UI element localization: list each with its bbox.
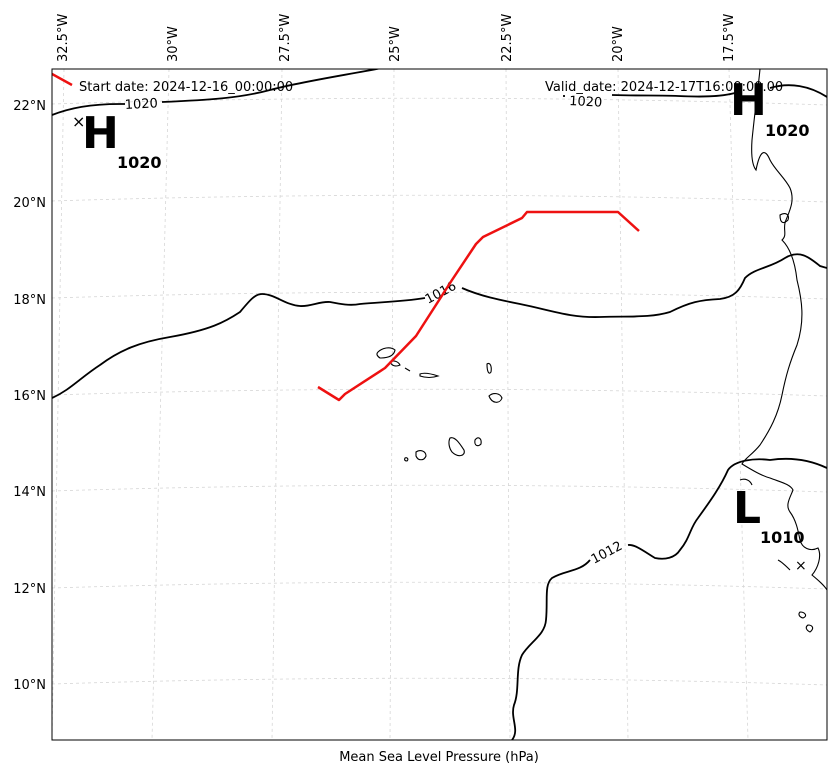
lon-tick-label: 32.5°W	[56, 14, 71, 62]
parallel-line	[52, 388, 827, 397]
lon-tick-label: 25°W	[388, 26, 403, 62]
lat-tick-label: 22°N	[13, 99, 46, 114]
africa-coast	[741, 69, 827, 591]
lat-tick-label: 18°N	[13, 293, 46, 308]
island-santo-antao	[376, 347, 396, 359]
meridian-line	[389, 69, 395, 740]
lon-tick-label: 22.5°W	[500, 14, 515, 62]
high-pressure-letter: H	[730, 75, 767, 126]
island-maio	[474, 437, 482, 447]
lon-tick-label: 20°W	[611, 26, 626, 62]
island-sao-nicolau	[419, 372, 440, 379]
longitude-tick-labels: 32.5°W 30°W 27.5°W 25°W 22.5°W 20°W 17.5…	[56, 14, 737, 62]
island-santa-luzia	[404, 367, 411, 372]
storm-track	[317, 210, 640, 402]
parallel-line	[52, 194, 827, 203]
cape-verde-islands	[376, 347, 503, 462]
meridian-line	[617, 69, 629, 740]
lat-tick-label: 12°N	[13, 582, 46, 597]
lat-tick-label: 16°N	[13, 389, 46, 404]
legend-start-date: Start date: 2024-12-16_00:00:00	[79, 80, 293, 95]
isobar-1012	[511, 457, 827, 740]
lon-tick-label: 27.5°W	[278, 14, 293, 62]
meridian-line	[151, 69, 170, 740]
legend-track-swatch	[52, 72, 73, 87]
lon-tick-label: 30°W	[166, 26, 181, 62]
latitude-tick-labels: 22°N 20°N 18°N 16°N 14°N 12°N 10°N	[13, 99, 46, 693]
map-caption: Mean Sea Level Pressure (hPa)	[339, 750, 539, 765]
island-santiago	[448, 437, 465, 457]
island-fogo	[415, 450, 427, 461]
low-pressure-letter: L	[733, 483, 761, 534]
coastline	[739, 69, 827, 633]
meridian-line	[728, 69, 749, 740]
africa-coast-inlet	[779, 213, 789, 224]
isobar-label: 1020	[124, 96, 158, 113]
map-frame	[51, 68, 828, 741]
africa-coast-south	[739, 478, 814, 633]
meridian-line	[271, 69, 283, 740]
high-pressure-value: 1020	[765, 121, 810, 140]
isobar-1020-north	[52, 69, 382, 116]
map-plot-area: 1020 1020 1016 1012 × H 1	[52, 69, 827, 740]
high-pressure-value: 1020	[117, 153, 162, 172]
pressure-centres: × H 1020 H 1020 L 1010 ×	[72, 75, 810, 574]
isobar-1020-north-east	[611, 84, 827, 98]
parallel-line	[52, 484, 827, 493]
isobars	[52, 69, 827, 740]
high-pressure-letter: H	[82, 108, 119, 159]
low-pressure-value: 1010	[760, 528, 805, 547]
lat-tick-label: 20°N	[13, 196, 46, 211]
meridian-line	[505, 69, 511, 740]
lon-tick-label: 17.5°W	[722, 14, 737, 62]
legend: Start date: 2024-12-16_00:00:00 Valid_da…	[52, 72, 783, 95]
high-center-marker-icon: ×	[72, 112, 85, 131]
island-boa-vista	[488, 393, 503, 403]
island-sal	[486, 362, 492, 374]
lat-tick-label: 14°N	[13, 485, 46, 500]
island-brava	[404, 457, 409, 462]
parallel-line	[52, 291, 827, 300]
meridian-line	[52, 69, 65, 740]
legend-valid-date: Valid_date: 2024-12-17T16:00:00.00	[545, 80, 783, 95]
low-center-marker-icon: ×	[795, 558, 807, 574]
isobar-1016	[52, 253, 827, 399]
lat-tick-label: 10°N	[13, 678, 46, 693]
isobar-label: 1020	[569, 94, 603, 111]
parallel-line	[52, 677, 827, 686]
parallel-line	[52, 581, 827, 590]
